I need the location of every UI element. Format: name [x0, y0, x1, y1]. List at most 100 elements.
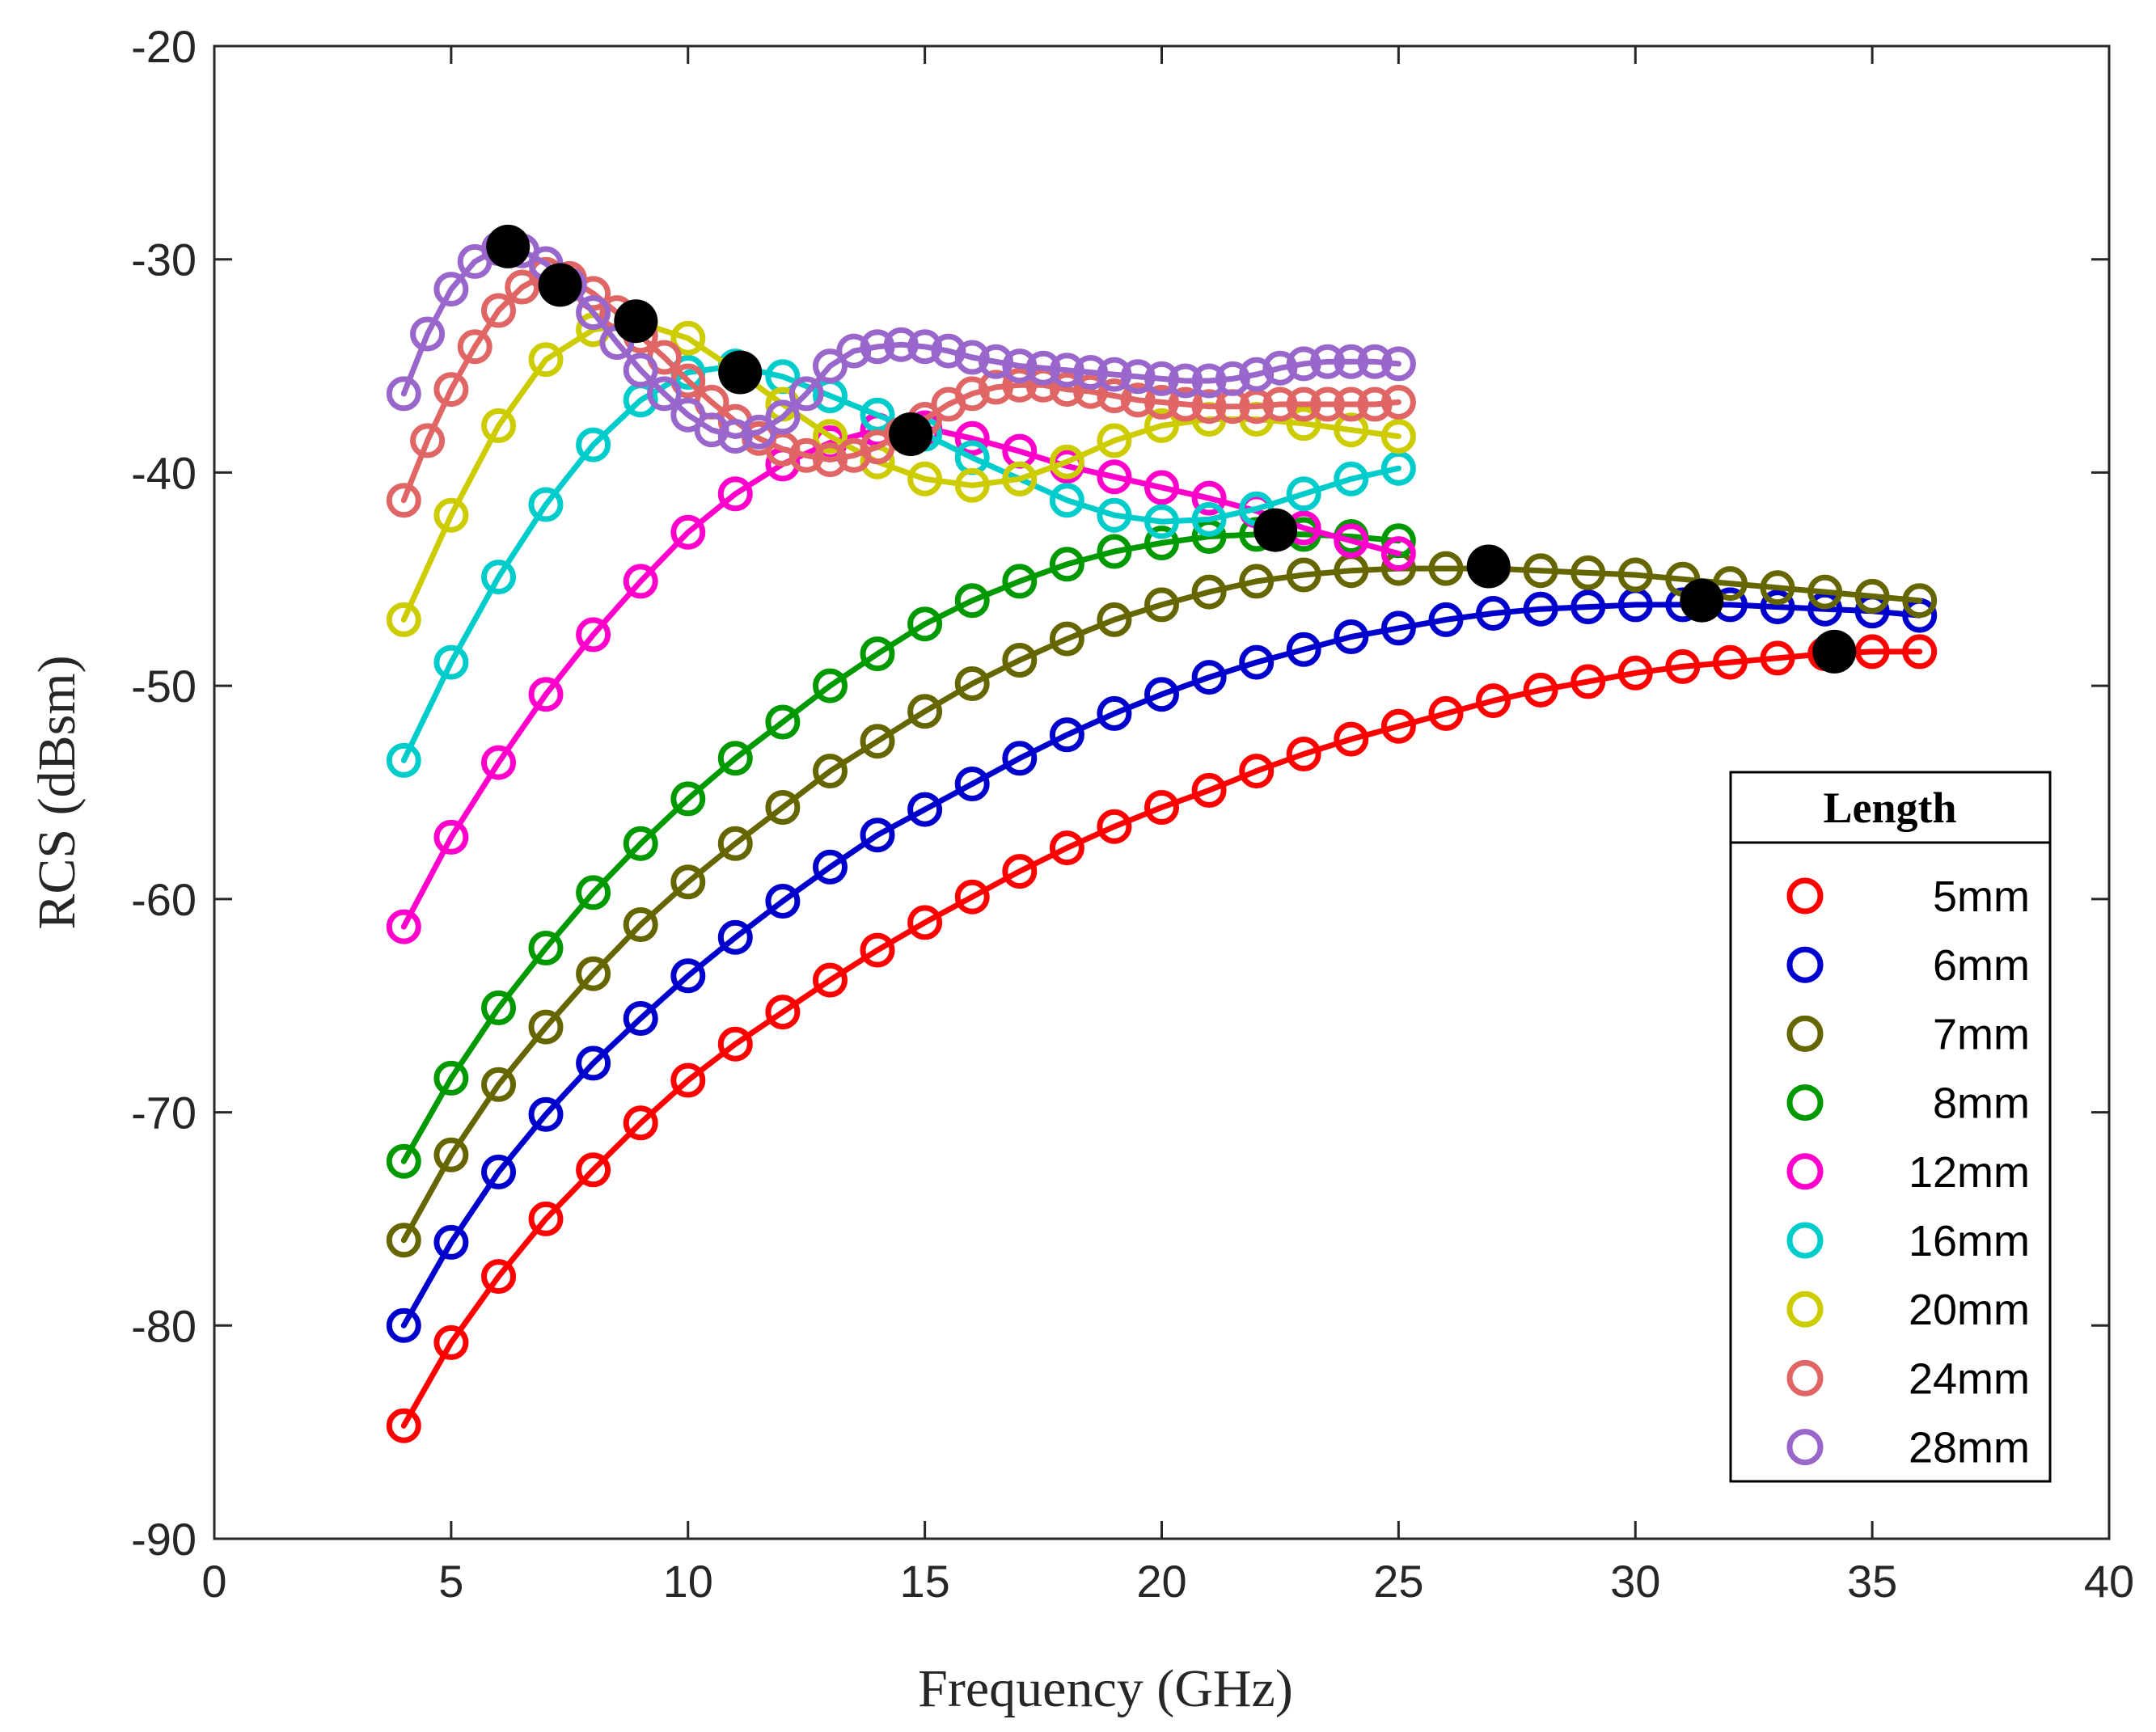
series-5mm — [386, 634, 1938, 1443]
legend-marker — [1786, 1015, 1824, 1052]
data-point-7mm — [1902, 583, 1938, 619]
legend-label: 12mm — [1909, 1148, 2030, 1197]
data-point-20mm — [1334, 412, 1369, 448]
data-point-8mm — [528, 931, 564, 965]
data-point-28mm — [813, 349, 848, 384]
data-point-16mm — [1049, 483, 1084, 518]
data-point-20mm — [433, 497, 469, 533]
data-point-6mm — [1049, 717, 1084, 753]
x-tick-label: 40 — [2084, 1556, 2134, 1607]
data-point-7mm — [1097, 602, 1132, 637]
data-point-5mm — [1239, 754, 1275, 789]
data-point-8mm — [576, 875, 611, 910]
data-point-5mm — [1191, 772, 1227, 808]
legend-marker — [1786, 1084, 1824, 1122]
data-point-8mm — [1097, 534, 1132, 569]
data-point-16mm — [433, 644, 469, 680]
data-point-7mm — [481, 1067, 516, 1102]
data-point-5mm — [1712, 644, 1748, 680]
data-point-5mm — [1617, 655, 1653, 691]
data-point-8mm — [813, 668, 848, 703]
legend-label: 8mm — [1933, 1079, 2030, 1128]
data-point-5mm — [1380, 708, 1416, 744]
data-point-5mm — [1002, 854, 1038, 889]
data-point-28mm — [1120, 359, 1156, 395]
data-point-12mm — [1097, 459, 1132, 495]
data-point-16mm — [528, 487, 564, 522]
data-point-8mm — [954, 583, 990, 619]
data-point-7mm — [1239, 564, 1275, 599]
data-point-20mm — [813, 419, 848, 454]
data-point-28mm — [647, 376, 682, 412]
data-point-6mm — [386, 1307, 421, 1343]
data-point-20mm — [907, 461, 943, 496]
data-point-28mm — [410, 316, 446, 352]
data-point-16mm — [1097, 497, 1132, 533]
data-point-28mm — [670, 397, 706, 433]
data-point-7mm — [1570, 555, 1606, 590]
data-point-28mm — [1357, 344, 1393, 379]
legend-label: 6mm — [1933, 941, 2030, 990]
data-point-20mm — [1049, 444, 1084, 479]
data-point-7mm — [1144, 587, 1179, 623]
data-point-28mm — [954, 340, 990, 375]
data-point-7mm — [1191, 574, 1227, 610]
highlight-point — [486, 224, 531, 268]
data-point-24mm — [410, 423, 446, 458]
data-point-24mm — [788, 437, 824, 473]
data-point-12mm — [1144, 470, 1179, 505]
data-point-5mm — [1760, 640, 1795, 676]
highlight-point — [538, 263, 582, 307]
legend-marker — [1786, 1153, 1824, 1190]
data-point-16mm — [576, 427, 611, 463]
data-point-8mm — [717, 741, 753, 776]
data-point-5mm — [670, 1062, 706, 1098]
series-6mm — [386, 587, 1938, 1343]
data-point-7mm — [528, 1009, 564, 1045]
data-point-16mm — [481, 560, 516, 595]
data-point-28mm — [694, 412, 729, 448]
data-point-12mm — [576, 617, 611, 653]
legend-item-12mm: 12mm — [1786, 1148, 2030, 1197]
x-axis-label: Frequency (GHz) — [918, 1659, 1293, 1718]
legend-item-7mm: 7mm — [1786, 1010, 2030, 1058]
data-point-5mm — [907, 905, 943, 940]
data-point-5mm — [1334, 721, 1369, 757]
data-point-6mm — [860, 817, 895, 853]
data-point-6mm — [1428, 602, 1464, 637]
data-point-28mm — [836, 333, 872, 369]
data-point-20mm — [1097, 423, 1132, 458]
data-point-7mm — [907, 694, 943, 729]
data-point-24mm — [1191, 389, 1227, 425]
data-point-7mm — [1049, 621, 1084, 657]
data-point-24mm — [1239, 389, 1275, 425]
x-tick-label: 15 — [899, 1556, 949, 1607]
highlight-point — [718, 350, 763, 395]
x-tick-label: 25 — [1373, 1556, 1423, 1607]
y-tick-label: -20 — [131, 21, 197, 72]
data-point-5mm — [576, 1152, 611, 1188]
data-point-6mm — [765, 884, 801, 919]
legend-label: 24mm — [1909, 1354, 2030, 1403]
data-point-24mm — [813, 442, 848, 478]
y-axis-label: RCS (dBsm) — [27, 655, 87, 929]
data-point-5mm — [528, 1201, 564, 1236]
data-point-28mm — [979, 344, 1013, 379]
data-point-5mm — [623, 1105, 658, 1141]
data-point-6mm — [1380, 610, 1416, 646]
legend-item-8mm: 8mm — [1786, 1079, 2030, 1128]
data-point-7mm — [386, 1223, 421, 1258]
data-point-8mm — [860, 636, 895, 672]
data-point-28mm — [1144, 361, 1179, 396]
data-point-12mm — [528, 677, 564, 712]
highlight-point — [1253, 508, 1298, 552]
legend: Length 5mm 6mm 7mm 8mm 12mm 16mm 20mm 24mm 28mm — [1729, 771, 2052, 1483]
data-point-24mm — [1144, 384, 1179, 420]
data-point-5mm — [1523, 672, 1558, 708]
data-point-12mm — [954, 420, 990, 456]
data-point-24mm — [1286, 387, 1321, 422]
legend-marker — [1786, 1291, 1824, 1328]
data-point-12mm — [386, 909, 421, 944]
data-point-28mm — [765, 399, 801, 435]
legend-title: Length — [1823, 784, 1956, 832]
